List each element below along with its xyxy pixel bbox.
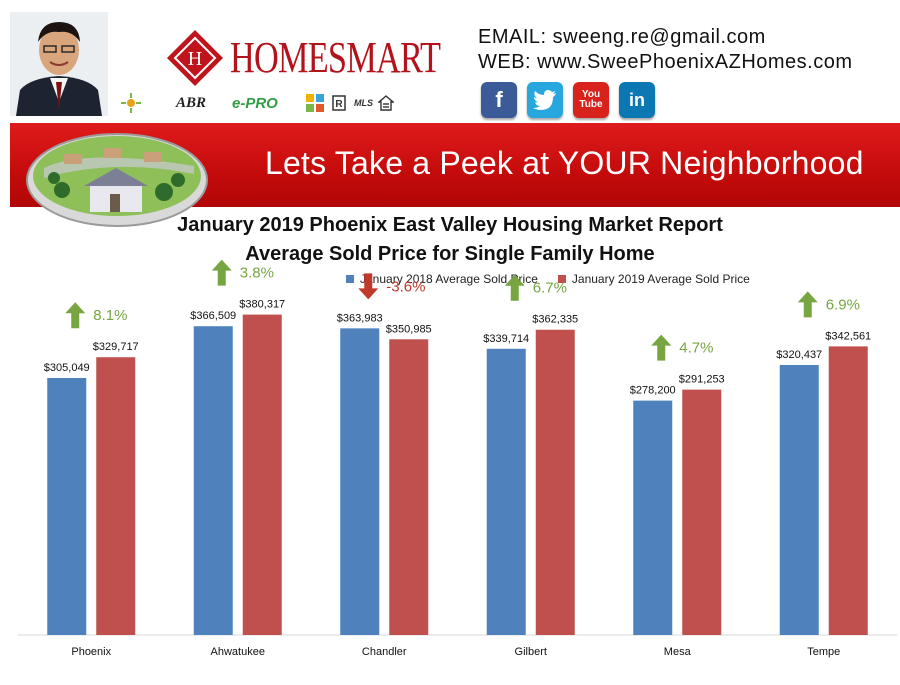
contact-email[interactable]: EMAIL: sweeng.re@gmail.com — [478, 26, 766, 48]
value-label-chandler-2018: $363,983 — [337, 312, 383, 324]
category-label-gilbert: Gilbert — [515, 646, 547, 658]
legend-swatch-2019 — [557, 275, 566, 283]
category-label-mesa: Mesa — [664, 646, 692, 658]
epro-badge: e-PRO — [232, 94, 278, 112]
change-label-phoenix: 8.1% — [93, 307, 127, 324]
twitter-bird-icon — [533, 90, 556, 110]
facebook-icon[interactable]: f — [481, 82, 517, 118]
linkedin-icon[interactable]: in — [619, 82, 655, 118]
change-label-ahwatukee: 3.8% — [240, 265, 274, 282]
up-arrow-icon-gilbert — [504, 274, 525, 301]
chart-subtitle: Average Sold Price for Single Family Hom… — [245, 243, 655, 265]
value-label-ahwatukee-2018: $366,509 — [190, 310, 236, 322]
agent-photo — [10, 12, 108, 116]
svg-text:R: R — [335, 99, 343, 110]
legend-item-2018: January 2018 Average Sold Price — [346, 272, 538, 286]
up-arrow-icon-mesa — [651, 334, 672, 361]
category-label-chandler: Chandler — [362, 646, 407, 658]
legend-label-2018: January 2018 Average Sold Price — [360, 272, 538, 286]
change-label-mesa: 4.7% — [679, 340, 713, 357]
bar-tempe-2018 — [779, 365, 819, 635]
sunburst-icon — [121, 93, 141, 113]
value-label-phoenix-2019: $329,717 — [93, 341, 139, 353]
value-label-mesa-2019: $291,253 — [679, 374, 725, 386]
change-label-gilbert: 6.7% — [533, 280, 567, 297]
up-arrow-icon-ahwatukee — [211, 259, 232, 286]
bar-ahwatukee-2019 — [242, 314, 282, 635]
category-label-ahwatukee: Ahwatukee — [211, 646, 265, 658]
neighborhood-image — [24, 128, 210, 228]
chart-legend: January 2018 Average Sold Price January … — [346, 272, 750, 286]
bar-chandler-2018 — [340, 328, 380, 635]
legend-swatch-2018 — [346, 275, 354, 283]
bar-tempe-2019 — [828, 346, 868, 635]
contact-website[interactable]: WEB: www.SweePhoenixAZHomes.com — [478, 51, 853, 73]
homesmart-logo: H — [165, 28, 355, 88]
value-label-tempe-2018: $320,437 — [776, 349, 822, 361]
equal-housing-icon — [378, 95, 394, 111]
banner-title: Lets Take a Peek at YOUR Neighborhood — [265, 145, 864, 181]
bar-mesa-2019 — [682, 389, 722, 635]
mls-badge: MLS — [354, 98, 373, 108]
realtor-icon: R — [332, 95, 346, 111]
bar-mesa-2018 — [633, 400, 673, 635]
svg-text:H: H — [188, 48, 202, 70]
brand-name: HOMESMART — [230, 33, 441, 82]
value-label-gilbert-2018: $339,714 — [483, 333, 529, 345]
up-arrow-icon-phoenix — [65, 302, 86, 329]
value-label-phoenix-2018: $305,049 — [44, 362, 90, 374]
abr-badge: ABR — [176, 94, 207, 111]
change-label-tempe: 6.9% — [826, 296, 860, 313]
value-label-chandler-2019: $350,985 — [386, 323, 432, 335]
bar-ahwatukee-2018 — [193, 326, 233, 635]
down-arrow-icon-chandler — [358, 273, 379, 300]
linkedin-glyph: in — [629, 89, 645, 110]
chart-title: January 2019 Phoenix East Valley Housing… — [177, 214, 723, 236]
value-label-mesa-2018: $278,200 — [630, 385, 676, 397]
category-label-phoenix: Phoenix — [71, 646, 111, 658]
bar-phoenix-2019 — [96, 357, 136, 635]
agent-portrait-icon — [10, 12, 108, 116]
change-label-chandler: -3.6% — [386, 278, 425, 295]
neighborhood-house-icon — [26, 133, 208, 227]
facebook-glyph: f — [495, 87, 503, 112]
twitter-icon[interactable] — [527, 82, 563, 118]
certification-badges: ABR e-PRO R MLS — [120, 92, 400, 114]
homesmart-diamond-icon: H — [167, 30, 223, 86]
value-label-ahwatukee-2019: $380,317 — [239, 299, 285, 311]
youtube-glyph: You Tube — [579, 89, 603, 110]
value-label-tempe-2019: $342,561 — [825, 330, 871, 342]
bar-chandler-2019 — [389, 339, 429, 635]
up-arrow-icon-tempe — [797, 291, 818, 318]
value-label-gilbert-2019: $362,335 — [532, 314, 578, 326]
legend-label-2019: January 2019 Average Sold Price — [571, 272, 750, 286]
youtube-icon[interactable]: You Tube — [573, 82, 609, 118]
bar-gilbert-2019 — [535, 329, 575, 635]
green-badge-icon — [306, 94, 324, 112]
legend-item-2019: January 2019 Average Sold Price — [557, 272, 750, 286]
bar-phoenix-2018 — [47, 377, 87, 635]
category-label-tempe: Tempe — [807, 646, 840, 658]
bar-gilbert-2018 — [486, 348, 526, 635]
